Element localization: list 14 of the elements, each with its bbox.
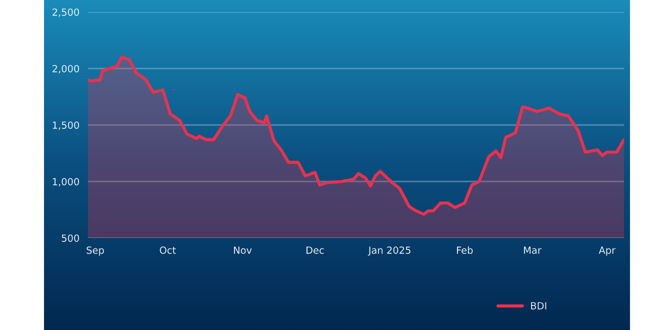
y-tick-label: 1,000 (52, 178, 80, 186)
y-tick-label: 2,000 (52, 64, 80, 74)
x-tick-label: Feb (456, 246, 473, 254)
legend-label: BDI (531, 302, 546, 310)
x-tick-label: Apr (598, 246, 616, 256)
x-tick-label: Mar (524, 246, 542, 254)
x-tick-label: Oct (160, 246, 176, 254)
y-tick-label: 2,500 (52, 8, 80, 17)
x-tick-label: Jan 2025 (368, 246, 410, 256)
x-tick-label: Dec (306, 246, 324, 254)
x-tick-label: Sep (86, 246, 104, 256)
x-tick-label: Nov (234, 246, 252, 254)
y-tick-label: 500 (62, 234, 80, 242)
y-tick-label: 1,500 (52, 121, 80, 130)
